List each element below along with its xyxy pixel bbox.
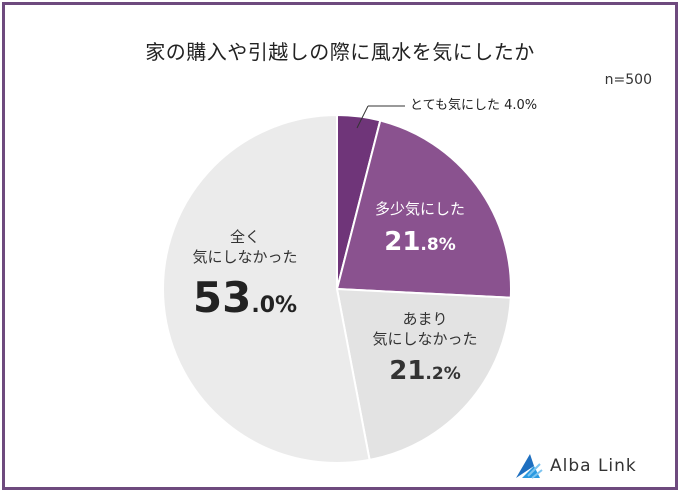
slice-somewhat <box>335 119 512 299</box>
slice-notmuch <box>335 287 512 462</box>
logo-triangle-icon <box>516 454 543 479</box>
label-notatall-dec: .0% <box>251 293 298 318</box>
label-notmuch-line2: 気にしなかった <box>372 329 478 348</box>
label-somewhat-text: 多少気にした <box>374 200 465 218</box>
label-very: とても気にした 4.0% <box>410 98 538 113</box>
label-somewhat: 多少気にした 21.8% <box>350 200 490 259</box>
label-notmuch: あまり 気にしなかった 21.2% <box>345 310 505 389</box>
chart-title: 家の購入や引越しの際に風水を気にしたか <box>145 40 535 64</box>
label-notatall-line1: 全く <box>229 228 260 246</box>
sample-size: n=500 <box>604 72 652 88</box>
label-somewhat-int: 21 <box>384 226 421 257</box>
label-notatall-int: 53 <box>192 273 252 322</box>
label-somewhat-dec: .8% <box>420 234 456 255</box>
label-notatall: 全く 気にしなかった 53.0% <box>175 228 315 326</box>
label-notatall-line2: 気にしなかった <box>192 247 298 266</box>
callout-leader <box>356 105 369 129</box>
slice-notatall <box>162 113 371 464</box>
label-notmuch-dec: .2% <box>425 364 461 384</box>
label-notmuch-line1: あまり <box>402 310 448 328</box>
alba-link-logo: Alba Link <box>514 452 637 480</box>
label-notmuch-int: 21 <box>389 356 426 386</box>
logo-text: Alba Link <box>550 456 637 476</box>
